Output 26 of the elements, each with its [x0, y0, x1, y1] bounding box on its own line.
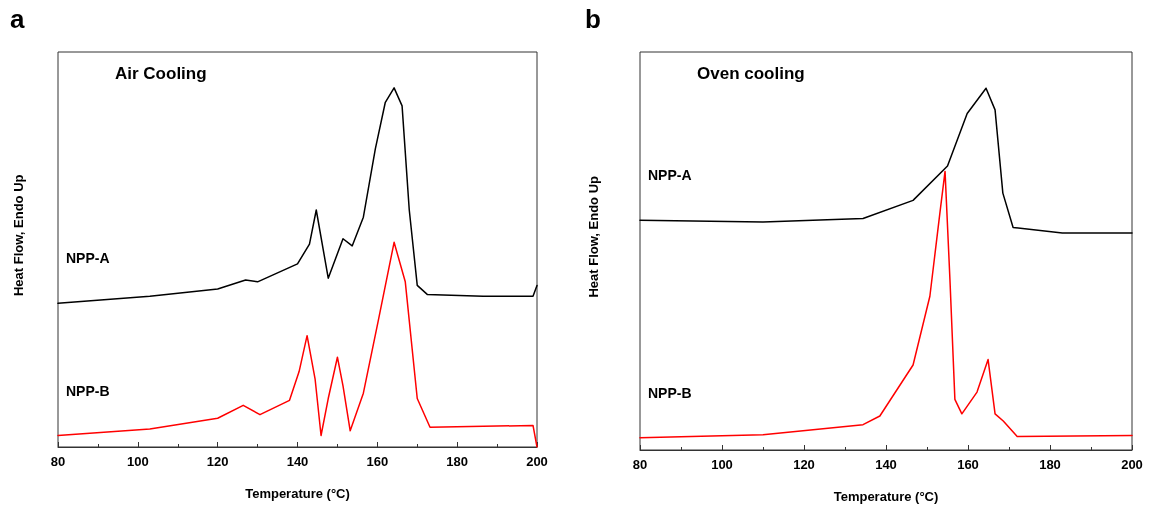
- x-tick-label: 140: [286, 454, 309, 469]
- x-tick-label: 100: [711, 457, 733, 472]
- text: NPP-A: [648, 167, 692, 184]
- x-tick-label: 160: [366, 454, 389, 469]
- x-tick-label: 140: [875, 457, 897, 472]
- chart-title: Air Cooling: [115, 64, 207, 83]
- y-axis-title: Heat Flow, Endo Up: [586, 175, 601, 298]
- x-axis-title: Temperature (°C): [245, 486, 350, 501]
- chart-title: Oven cooling: [697, 64, 805, 83]
- x-tick-label: 180: [1039, 457, 1061, 472]
- x-tick-label: 200: [1121, 457, 1143, 472]
- text: NPP-B: [648, 384, 692, 401]
- x-tick-label: 160: [957, 457, 979, 472]
- y-axis-title: Heat Flow, Endo Up: [11, 174, 26, 297]
- x-axis-title: Temperature (°C): [833, 489, 939, 504]
- x-tick-label: 120: [793, 457, 815, 472]
- x-tick-label: 180: [446, 454, 469, 469]
- text: NPP-A: [66, 250, 110, 267]
- x-tick-label: 100: [126, 454, 149, 469]
- text: b: [585, 4, 601, 34]
- text: NPP-B: [66, 382, 110, 399]
- text: a: [10, 4, 25, 34]
- x-tick-label: 80: [50, 454, 66, 469]
- x-tick-label: 80: [632, 457, 648, 472]
- x-tick-label: 200: [526, 454, 548, 469]
- x-tick-label: 120: [206, 454, 229, 469]
